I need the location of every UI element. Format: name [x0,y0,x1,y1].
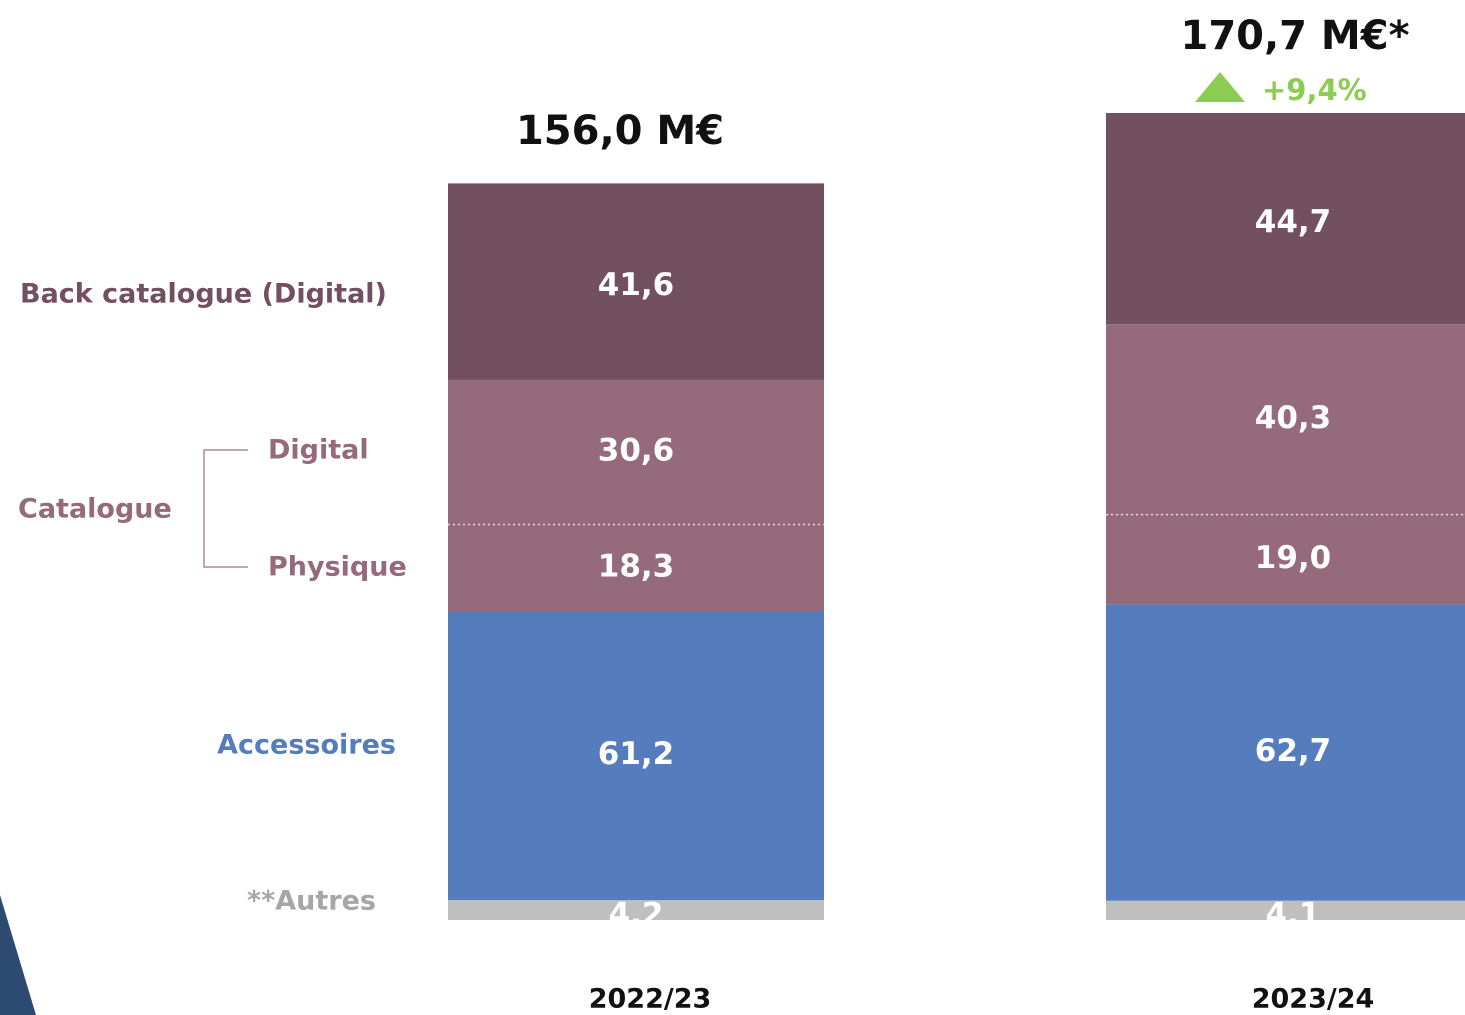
bar-segment [1106,604,1465,901]
bar-segment [1106,900,1465,920]
value-label: 61,2 [598,736,675,772]
bar-segment [1106,324,1465,515]
legend-label: **Autres [247,886,376,917]
legend-label: Physique [268,552,407,583]
value-label: 62,7 [1255,733,1332,769]
bar-segment [448,379,824,525]
value-label: 19,0 [1255,540,1332,576]
legend-label: Digital [268,435,369,466]
value-label: 4,2 [609,897,664,933]
change-label: +9,4% [1262,73,1367,107]
change-arrow [1195,72,1245,102]
legend-label: Back catalogue (Digital) [20,279,387,310]
legend-label: Accessoires [217,730,396,761]
value-label: 41,6 [598,267,675,303]
group-label: Catalogue [18,494,172,525]
corner-decoration [0,895,36,1015]
total-label: 170,7 M€* [1180,13,1409,59]
group-bracket [203,449,248,568]
total-label: 156,0 M€ [516,108,724,154]
value-label: 18,3 [598,548,675,584]
value-label: 30,6 [598,433,675,469]
bar-segment [448,524,824,611]
bar-segment [448,610,824,901]
value-label: 40,3 [1255,400,1332,436]
bar-segment [1106,113,1465,325]
bar-segment [448,900,824,920]
value-label: 4,1 [1266,897,1321,933]
bar-segment [448,183,824,380]
category-label: 2022/23 [589,984,712,1015]
value-label: 44,7 [1255,204,1332,240]
category-label: 2023/24 [1252,984,1375,1015]
bar-segment [1106,514,1465,605]
